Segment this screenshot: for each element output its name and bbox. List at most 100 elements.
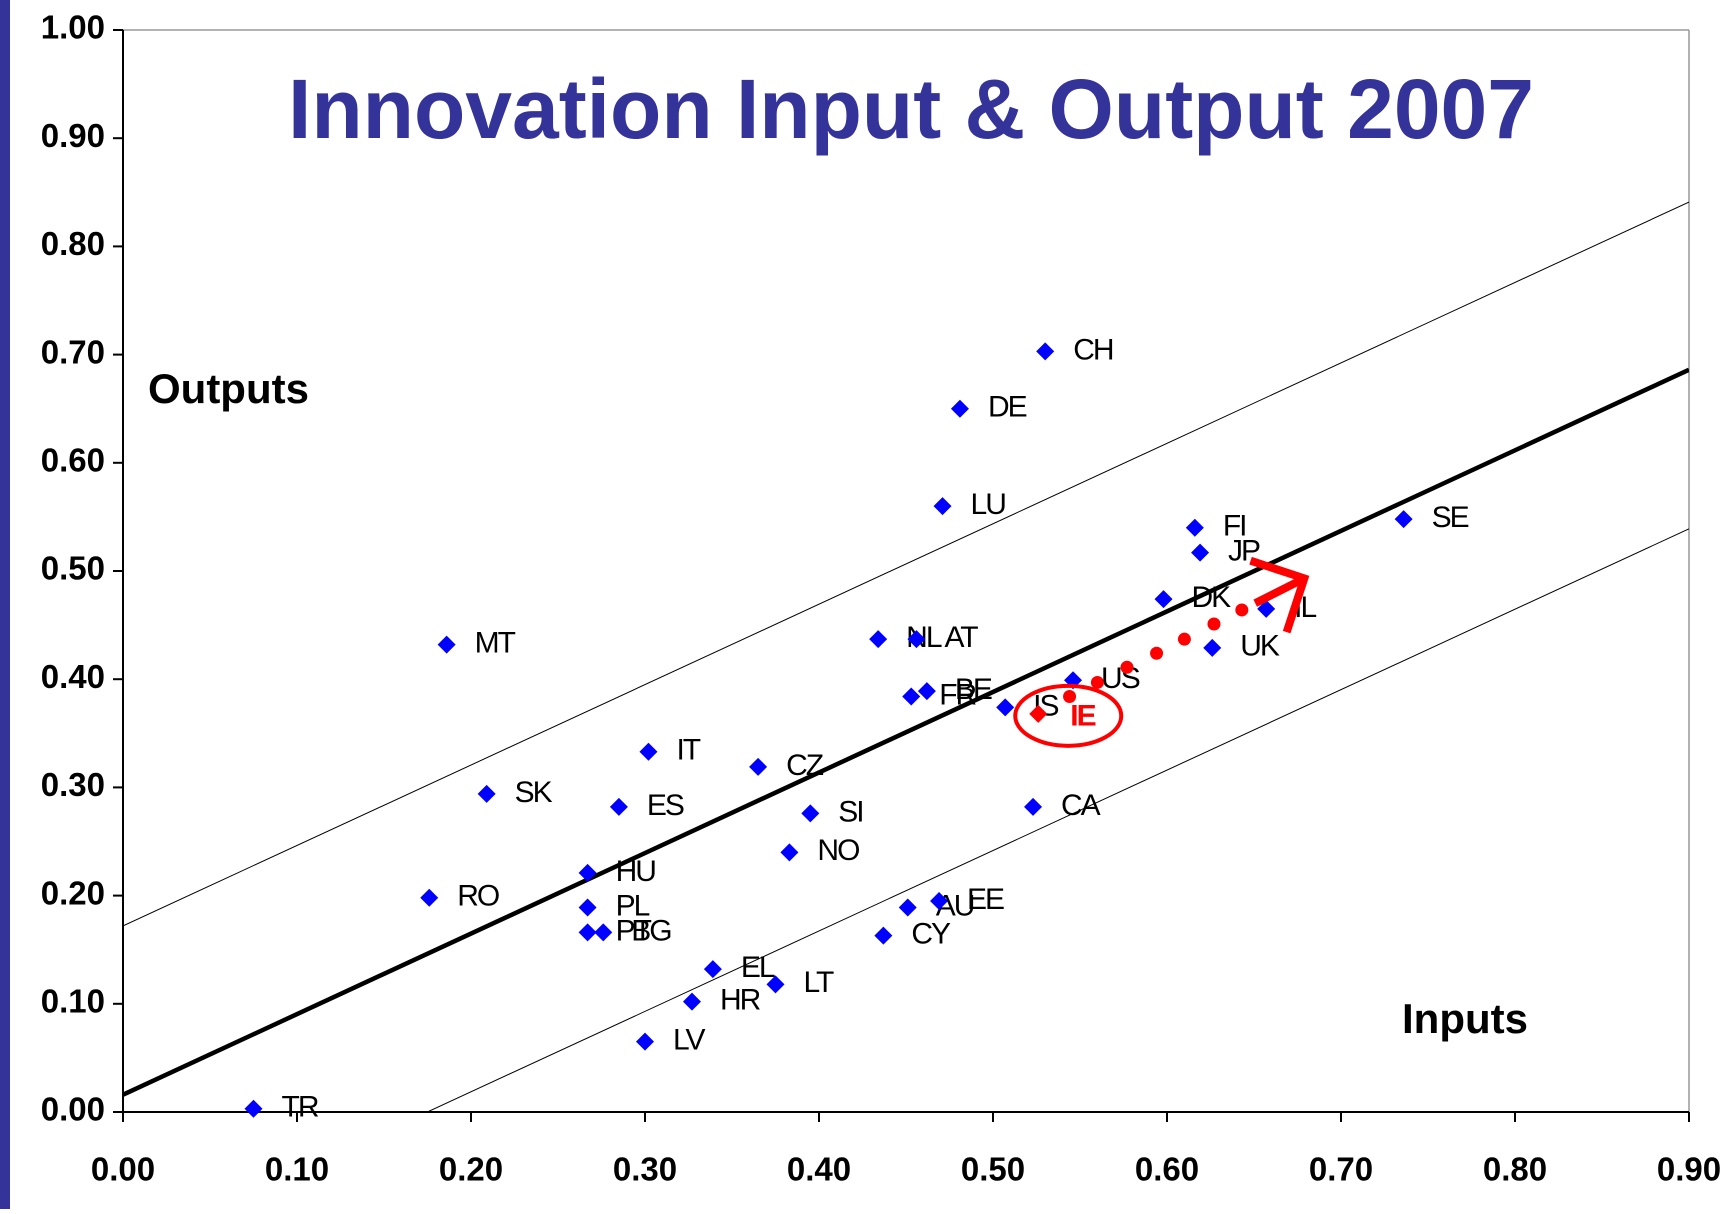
point-label: DE bbox=[988, 391, 1027, 424]
point bbox=[1029, 704, 1048, 723]
point-label: LT bbox=[804, 966, 834, 999]
y-tick-label: 0.30 bbox=[41, 766, 105, 803]
point-label: CZ bbox=[786, 749, 824, 782]
point bbox=[636, 1032, 654, 1051]
point-label: PT bbox=[616, 914, 652, 947]
point-label: CY bbox=[911, 918, 951, 951]
point-label: CA bbox=[1061, 789, 1101, 822]
x-tick-label: 0.90 bbox=[1657, 1151, 1721, 1188]
point bbox=[874, 926, 893, 945]
point bbox=[996, 698, 1015, 717]
trend-line bbox=[123, 367, 1689, 1097]
point bbox=[703, 960, 722, 979]
point bbox=[682, 992, 701, 1011]
highlight-ring bbox=[1013, 683, 1124, 748]
trend-line bbox=[426, 528, 1689, 1112]
x-tick-label: 0.80 bbox=[1483, 1151, 1547, 1188]
point bbox=[609, 797, 628, 816]
point-label: TR bbox=[282, 1091, 319, 1124]
point bbox=[244, 1099, 263, 1118]
point bbox=[917, 682, 936, 701]
point-label: PL bbox=[616, 889, 650, 922]
point bbox=[420, 888, 439, 907]
y-tick-label: 0.10 bbox=[41, 983, 105, 1020]
y-tick-label: 1.00 bbox=[41, 9, 105, 46]
point bbox=[902, 687, 921, 706]
x-tick-label: 0.20 bbox=[439, 1151, 503, 1188]
annotation: Outputs bbox=[148, 365, 309, 412]
point bbox=[933, 497, 952, 516]
point bbox=[1024, 797, 1043, 816]
point bbox=[801, 804, 820, 823]
x-tick-label: 0.60 bbox=[1135, 1151, 1199, 1188]
y-tick-label: 0.20 bbox=[41, 874, 105, 911]
point-label: IT bbox=[676, 734, 700, 767]
x-tick-label: 0.70 bbox=[1309, 1151, 1373, 1188]
point bbox=[1185, 518, 1204, 537]
point-label: SE bbox=[1432, 501, 1469, 534]
trajectory-dot bbox=[1090, 675, 1104, 689]
y-tick-label: 0.80 bbox=[41, 225, 105, 262]
trajectory-dot bbox=[1063, 690, 1077, 704]
annotation: Inputs bbox=[1402, 995, 1528, 1042]
point-label: RO bbox=[457, 880, 499, 913]
point-label: IE bbox=[1070, 700, 1095, 733]
point-label: LU bbox=[971, 488, 1006, 521]
point-label: DK bbox=[1192, 581, 1232, 614]
point-label: HU bbox=[616, 855, 656, 888]
point bbox=[477, 784, 496, 803]
point-label: UK bbox=[1240, 630, 1280, 663]
point-label: HR bbox=[720, 984, 761, 1017]
chart-title: Innovation Input & Output 2007 bbox=[288, 62, 1534, 156]
trend-arrow bbox=[1249, 556, 1310, 634]
y-tick-label: 0.00 bbox=[41, 1091, 105, 1128]
point-label: EE bbox=[967, 883, 1004, 916]
point bbox=[1394, 510, 1413, 529]
point bbox=[766, 975, 785, 994]
point bbox=[578, 923, 597, 942]
trajectory-dot bbox=[1120, 660, 1134, 674]
point bbox=[780, 843, 799, 862]
y-tick-label: 0.40 bbox=[41, 658, 105, 695]
trajectory-dot bbox=[1207, 617, 1221, 631]
trend-line bbox=[123, 201, 1689, 927]
point-label: MT bbox=[475, 626, 516, 659]
trajectory-dot bbox=[1235, 603, 1249, 617]
x-tick-label: 0.50 bbox=[961, 1151, 1025, 1188]
point-label: BG bbox=[631, 914, 671, 947]
point-label: US bbox=[1101, 662, 1140, 695]
x-tick-label: 0.30 bbox=[613, 1151, 677, 1188]
point bbox=[749, 757, 768, 776]
point bbox=[1154, 590, 1173, 609]
point-label: ES bbox=[647, 789, 684, 822]
point-label: FI bbox=[1223, 510, 1246, 543]
point bbox=[594, 923, 613, 942]
x-tick-label: 0.40 bbox=[787, 1151, 851, 1188]
point bbox=[578, 863, 597, 882]
point-label: CH bbox=[1073, 333, 1113, 366]
point bbox=[930, 892, 949, 911]
y-tick-label: 0.90 bbox=[41, 117, 105, 154]
y-tick-label: 0.70 bbox=[41, 333, 105, 370]
trajectory-dot bbox=[1177, 632, 1191, 646]
point-label: SI bbox=[838, 795, 862, 828]
point-label: LV bbox=[673, 1024, 705, 1057]
y-tick-label: 0.60 bbox=[41, 442, 105, 479]
point bbox=[869, 630, 888, 649]
slide-edge bbox=[0, 0, 10, 1209]
trajectory-dot bbox=[1150, 646, 1164, 660]
point bbox=[1191, 543, 1210, 562]
point bbox=[950, 399, 969, 418]
point-label: BE bbox=[955, 673, 992, 706]
point bbox=[639, 742, 658, 761]
point-label: NO bbox=[817, 834, 859, 867]
point-label: FR bbox=[939, 678, 976, 711]
point-label: SK bbox=[515, 776, 553, 809]
x-tick-label: 0.00 bbox=[91, 1151, 155, 1188]
y-tick-label: 0.50 bbox=[41, 550, 105, 587]
x-tick-label: 0.10 bbox=[265, 1151, 329, 1188]
point bbox=[898, 898, 917, 917]
point bbox=[578, 898, 597, 917]
point bbox=[437, 635, 456, 654]
